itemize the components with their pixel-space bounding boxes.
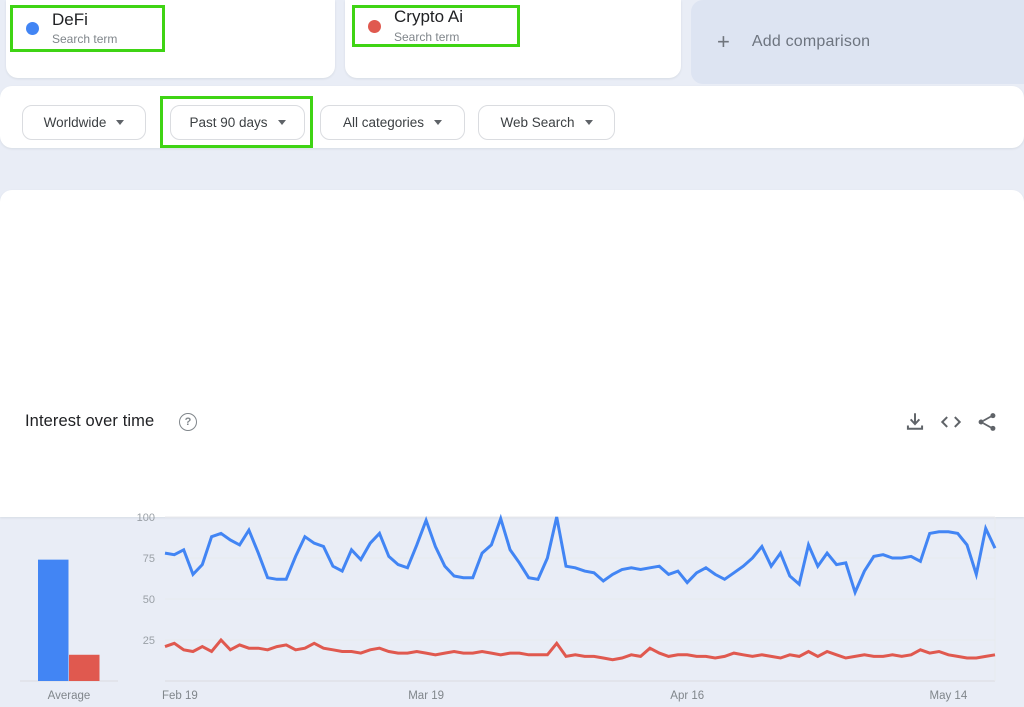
term-subtitle: Search term xyxy=(394,29,460,44)
share-icon[interactable] xyxy=(975,410,999,434)
filter-bar: Worldwide Past 90 days All categories We… xyxy=(0,86,1024,148)
term-card-defi[interactable]: DeFi Search term xyxy=(6,0,335,78)
svg-text:50: 50 xyxy=(143,594,155,606)
svg-text:100: 100 xyxy=(137,512,155,524)
chevron-down-icon xyxy=(434,120,443,125)
chevron-down-icon xyxy=(116,120,125,125)
interest-over-time-chart[interactable]: 25 50 75 100 Feb 19 Mar 19 Apr 16 May 14 Average xyxy=(0,500,1024,707)
add-comparison-button[interactable]: + Add comparison xyxy=(691,0,1024,84)
svg-text:Mar 19: Mar 19 xyxy=(408,690,444,702)
help-icon[interactable]: ? xyxy=(179,413,197,431)
svg-text:May 14: May 14 xyxy=(930,690,968,702)
annotation-highlight-defi: DeFi Search term xyxy=(10,5,165,52)
series-color-dot-defi xyxy=(26,22,39,35)
chevron-down-icon xyxy=(277,120,286,125)
term-card-text: DeFi Search term xyxy=(52,9,118,47)
add-comparison-label: Add comparison xyxy=(751,33,871,50)
svg-text:25: 25 xyxy=(143,635,155,647)
interest-over-time-card: Interest over time ? 25 50 75 100 Feb 19 Mar … xyxy=(0,190,1024,702)
category-filter-label: All categories xyxy=(342,115,425,130)
series-color-dot-crypto-ai xyxy=(368,19,381,33)
search-type-filter-dropdown[interactable]: Web Search xyxy=(478,105,615,140)
term-card-crypto-ai[interactable]: Crypto Ai Search term xyxy=(345,0,681,78)
term-subtitle: Search term xyxy=(52,32,118,47)
svg-text:Average: Average xyxy=(48,690,91,702)
term-title: Crypto Ai xyxy=(394,7,463,27)
annotation-highlight-crypto-ai: Crypto Ai Search term xyxy=(352,5,520,47)
category-filter-dropdown[interactable]: All categories xyxy=(320,105,465,140)
plus-icon: + xyxy=(717,29,730,54)
geo-filter-dropdown[interactable]: Worldwide xyxy=(22,105,146,140)
time-filter-dropdown[interactable]: Past 90 days xyxy=(170,105,305,140)
time-filter-label: Past 90 days xyxy=(189,115,268,130)
chevron-down-icon xyxy=(584,120,593,125)
svg-text:Feb 19: Feb 19 xyxy=(162,690,198,702)
section-title: Interest over time xyxy=(25,412,155,430)
svg-text:Apr 16: Apr 16 xyxy=(670,690,704,702)
geo-filter-label: Worldwide xyxy=(43,115,107,130)
download-icon[interactable] xyxy=(903,410,927,434)
term-title: DeFi xyxy=(52,9,88,29)
search-type-filter-label: Web Search xyxy=(500,115,575,130)
embed-icon[interactable] xyxy=(939,410,963,434)
svg-text:75: 75 xyxy=(143,553,155,565)
term-card-text: Crypto Ai Search term xyxy=(394,7,463,44)
